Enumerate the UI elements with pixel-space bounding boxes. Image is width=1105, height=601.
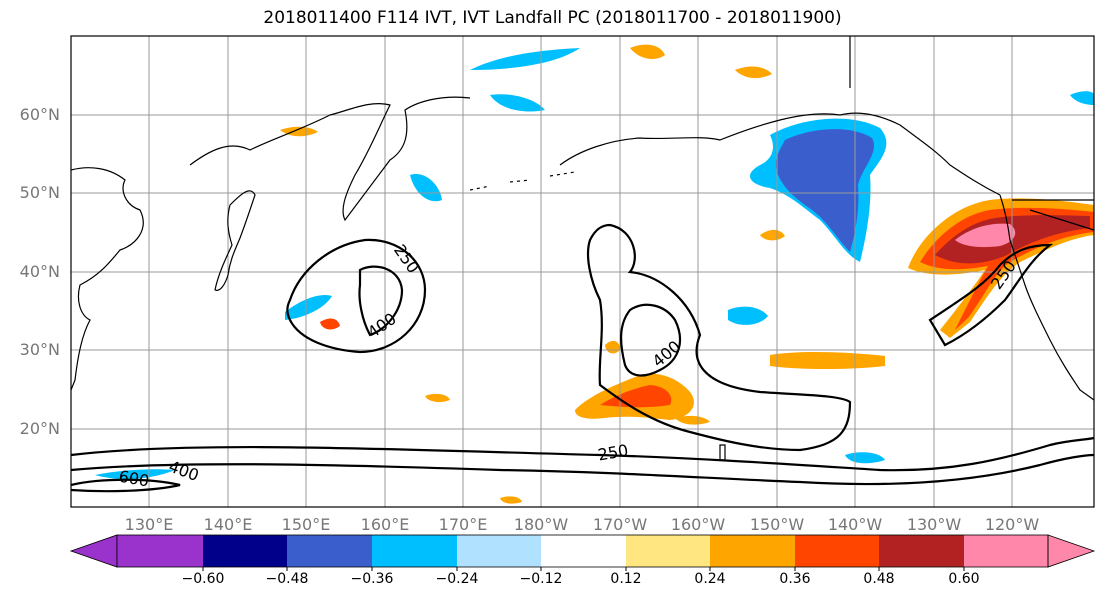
negative-blob-8 <box>1070 91 1094 105</box>
contour-400-central <box>620 303 682 377</box>
negative-blob-4 <box>490 94 545 112</box>
positive-pink-pnw <box>955 223 1016 248</box>
positive-blob-5 <box>320 318 340 330</box>
colorbar-tick-label: 0.60 <box>948 571 980 587</box>
border-canada-us <box>849 36 1095 231</box>
coast-aleutians <box>469 171 576 191</box>
lat-label: 40°N <box>19 262 60 281</box>
lon-label: 140°W <box>827 515 883 534</box>
lon-label: 160°W <box>670 515 726 534</box>
positive-core-central <box>600 385 672 408</box>
coast-asia <box>70 167 144 391</box>
colorbar-segment <box>457 535 541 567</box>
negative-blob-7 <box>95 469 175 480</box>
negative-core-goa <box>775 129 875 252</box>
positive-blob-3 <box>760 229 785 241</box>
lat-label: 50°N <box>19 183 60 202</box>
negative-blob-1 <box>285 294 332 320</box>
colorbar-tick-label: −0.12 <box>519 571 563 587</box>
negative-blob-2 <box>728 306 768 325</box>
colorbar-outline <box>116 534 1049 568</box>
lon-label: 170°W <box>592 515 648 534</box>
coastlines <box>70 36 1095 461</box>
contour-250-west <box>286 238 427 354</box>
lon-label: 180°W <box>513 515 569 534</box>
contour-400-south <box>70 453 1095 486</box>
ivt-contours <box>70 223 1095 493</box>
colorbar-tick-label: −0.48 <box>265 571 309 587</box>
map-title: 2018011400 F114 IVT, IVT Landfall PC (20… <box>263 8 842 28</box>
colorbar-tick-label: 0.12 <box>610 571 642 587</box>
colorbar-tick-label: −0.24 <box>435 571 479 587</box>
lon-label: 120°W <box>984 515 1040 534</box>
positive-blob-4 <box>630 44 665 60</box>
colorbar-segment <box>541 535 626 567</box>
colorbar-segment <box>964 535 1048 567</box>
coast-na-west <box>999 194 1095 401</box>
coast-alaska <box>559 112 1001 196</box>
colorbar-segment <box>710 535 795 567</box>
lat-label: 30°N <box>19 340 60 359</box>
lon-label: 140°E <box>203 515 253 534</box>
positive-blob-8 <box>500 496 522 504</box>
colorbar-segment <box>795 535 879 567</box>
positive-blob-1 <box>280 126 318 137</box>
colorbar <box>69 534 1096 571</box>
lat-label: 60°N <box>19 105 60 124</box>
colorbar-tick-label: 0.48 <box>863 571 895 587</box>
colorbar-segment <box>117 535 203 567</box>
positive-blob-9 <box>675 415 710 425</box>
contour-250-south <box>70 436 1095 472</box>
colorbar-segment <box>372 535 457 567</box>
colorbar-segment <box>203 535 287 567</box>
colorbar-segment <box>626 535 710 567</box>
lon-label: 170°E <box>438 515 488 534</box>
lon-label: 160°E <box>360 515 410 534</box>
negative-blob-5 <box>470 48 580 70</box>
contour-250-central <box>586 223 852 452</box>
positive-bar-east <box>770 352 885 369</box>
colorbar-tick-label: −0.60 <box>181 571 225 587</box>
contour-250-pnw <box>928 243 1054 347</box>
positive-blob-6 <box>425 393 450 403</box>
colorbar-extend-right <box>1047 534 1096 568</box>
colorbar-tick-label: −0.36 <box>350 571 394 587</box>
coast-siberia <box>189 96 471 222</box>
lon-label: 130°E <box>124 515 174 534</box>
colorbar-tick-label: 0.36 <box>779 571 811 587</box>
lon-label: 150°E <box>281 515 331 534</box>
lat-label: 20°N <box>19 419 60 438</box>
colorbar-tick-marks <box>202 567 965 571</box>
map-frame <box>70 35 1095 508</box>
contour-400-west <box>358 265 404 337</box>
positive-blob-2 <box>735 66 772 79</box>
colorbar-extend-left <box>69 534 118 568</box>
lon-label: 130°W <box>906 515 962 534</box>
colorbar-tick-label: 0.24 <box>694 571 726 587</box>
coast-japan <box>214 190 256 291</box>
colorbar-segment <box>879 535 964 567</box>
colorbar-segment <box>287 535 372 567</box>
lon-label: 150°W <box>749 515 805 534</box>
contour-600-south <box>70 478 181 493</box>
negative-blob-3 <box>410 174 442 202</box>
